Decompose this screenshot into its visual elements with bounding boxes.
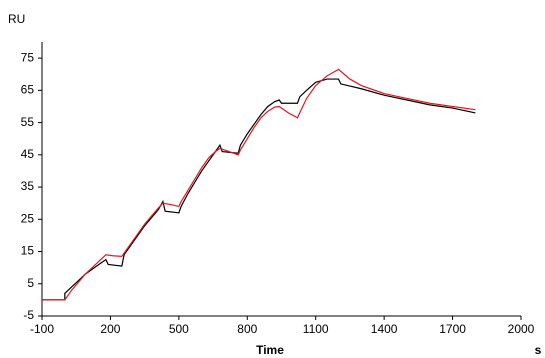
y-tick-label: 25	[21, 211, 35, 225]
data-line	[42, 78, 476, 301]
y-tick-label: -5	[23, 308, 34, 322]
y-tick-label: 55	[21, 115, 35, 129]
y-tick-label: 5	[27, 276, 34, 290]
x-tick-label: 200	[100, 322, 120, 336]
x-tick-label: 1100	[303, 322, 329, 336]
x-axis-unit: s	[535, 343, 542, 357]
y-tick-label: 15	[21, 244, 35, 258]
y-axis-label: RU	[8, 12, 25, 26]
x-tick-label: 1700	[439, 322, 466, 336]
y-tick-label: 65	[21, 83, 35, 97]
x-tick-label: 2000	[508, 322, 535, 336]
x-tick-label: 800	[237, 322, 257, 336]
x-tick-label: 500	[169, 322, 189, 336]
y-tick-label: 75	[21, 50, 35, 64]
y-tick-label: 45	[21, 147, 35, 161]
data-line	[42, 68, 476, 301]
y-tick-label: 35	[21, 179, 35, 193]
x-tick-label: -100	[30, 322, 54, 336]
x-tick-label: 1400	[371, 322, 398, 336]
x-axis-label: Time	[256, 343, 284, 357]
